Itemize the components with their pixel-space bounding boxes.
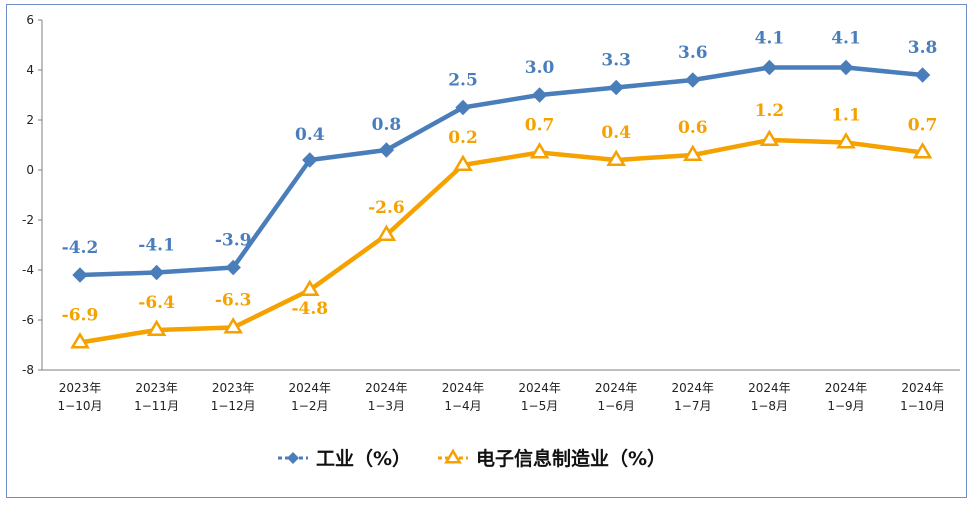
data-label: 1.1 xyxy=(831,106,861,126)
x-tick-label: 2024年 xyxy=(442,381,485,395)
y-tick-label: 6 xyxy=(26,13,34,27)
data-point xyxy=(455,99,471,116)
x-tick-label: 1−10月 xyxy=(58,399,103,413)
x-tick-label: 2024年 xyxy=(365,381,408,395)
y-tick-label: -4 xyxy=(22,263,34,277)
data-label: -6.4 xyxy=(138,293,175,313)
data-label: -4.1 xyxy=(138,236,175,256)
x-tick-label: 2023年 xyxy=(135,381,178,395)
legend-item: 工业（%） xyxy=(278,447,411,470)
x-tick-label: 1−6月 xyxy=(598,399,635,413)
x-tick-label: 1−9月 xyxy=(827,399,864,413)
data-label: 0.2 xyxy=(448,128,478,148)
data-point xyxy=(912,142,933,159)
series-1 xyxy=(72,59,931,283)
y-axis: 6 4 2 0 -2 -4 -6 -8 xyxy=(22,13,43,377)
data-point xyxy=(146,319,167,337)
x-tick-label: 1−3月 xyxy=(368,399,405,413)
data-label: -6.9 xyxy=(62,306,99,326)
data-point xyxy=(378,142,395,158)
x-tick-label: 1−8月 xyxy=(751,399,788,413)
data-point xyxy=(453,154,473,172)
x-axis: 2023年 1−10月 2023年 1−11月 2023年 1−12月 2024年 1−2月 2… xyxy=(42,369,960,413)
data-point xyxy=(759,129,780,147)
data-point xyxy=(70,332,90,349)
x-tick-label: 2024年 xyxy=(595,381,638,395)
data-point xyxy=(914,67,931,83)
y-tick-label: 0 xyxy=(26,163,34,177)
data-label: 0.4 xyxy=(295,125,325,145)
x-tick-label: 2024年 xyxy=(672,381,715,395)
x-tick-label: 1−11月 xyxy=(134,399,179,413)
data-point xyxy=(836,132,856,149)
x-tick-label: 2024年 xyxy=(289,381,332,395)
data-label: 0.7 xyxy=(908,116,938,136)
data-label: -2.6 xyxy=(368,198,405,218)
x-tick-label: 1−12月 xyxy=(211,399,256,413)
y-tick-label: -6 xyxy=(22,313,34,327)
data-label: 0.7 xyxy=(525,116,555,136)
legend-item: 电子信息制造业（%） xyxy=(438,447,666,470)
legend: 工业（%） 电子信息制造业（%） xyxy=(278,447,666,470)
y-tick-label: 2 xyxy=(26,113,34,127)
x-tick-label: 1−5月 xyxy=(521,399,558,413)
data-label: 3.8 xyxy=(908,38,938,58)
data-label: 1.2 xyxy=(755,101,785,121)
data-point xyxy=(223,317,243,334)
x-tick-label: 2024年 xyxy=(901,381,944,395)
data-point xyxy=(72,267,88,283)
data-label: -6.3 xyxy=(215,291,252,311)
data-label: 3.6 xyxy=(678,43,708,63)
data-point xyxy=(838,59,854,76)
data-point xyxy=(685,72,701,88)
data-label: -4.8 xyxy=(291,299,328,319)
data-point xyxy=(302,152,318,168)
x-tick-label: 1−2月 xyxy=(291,399,328,413)
data-point xyxy=(606,149,626,167)
plot-area: -4.2 -4.1 -3.9 0.4 0.8 2.5 3.0 3.3 3.6 4.1 4.1 3.8 -… xyxy=(62,29,938,349)
x-tick-label: 2023年 xyxy=(59,381,102,395)
data-label: 3.3 xyxy=(601,51,631,71)
legend-marker xyxy=(287,452,299,464)
chart-frame xyxy=(6,4,967,498)
data-point xyxy=(531,87,548,103)
data-label: 3.0 xyxy=(525,58,555,78)
series-line xyxy=(79,137,923,345)
legend-label: 电子信息制造业（%） xyxy=(476,447,666,470)
legend-marker xyxy=(444,448,462,464)
series-line xyxy=(79,65,923,278)
data-label: -4.2 xyxy=(62,238,99,258)
data-point xyxy=(529,142,550,159)
data-label: -3.9 xyxy=(215,231,252,251)
data-label: 4.1 xyxy=(831,29,861,49)
y-tick-label: 4 xyxy=(26,63,34,77)
x-tick-label: 2023年 xyxy=(212,381,255,395)
series-2 xyxy=(70,129,933,349)
y-tick-label: -2 xyxy=(22,213,34,227)
data-point xyxy=(608,79,624,96)
data-point xyxy=(225,259,241,276)
x-tick-label: 1−7月 xyxy=(674,399,711,413)
x-tick-label: 2024年 xyxy=(825,381,868,395)
x-tick-label: 2024年 xyxy=(748,381,791,395)
data-point xyxy=(376,224,397,242)
x-tick-label: 1−10月 xyxy=(900,399,945,413)
data-label: 0.4 xyxy=(601,123,631,143)
data-label: 4.1 xyxy=(755,29,785,49)
data-point xyxy=(761,59,778,76)
data-point xyxy=(683,144,703,162)
x-tick-label: 1−4月 xyxy=(444,399,481,413)
data-label: 0.6 xyxy=(678,118,708,138)
x-tick-label: 2024年 xyxy=(518,381,561,395)
data-label: 2.5 xyxy=(448,71,478,91)
data-label: 0.8 xyxy=(372,115,402,135)
legend-label: 工业（%） xyxy=(316,447,411,470)
data-point xyxy=(148,264,165,281)
data-point xyxy=(300,279,320,297)
y-tick-label: -8 xyxy=(22,363,34,377)
